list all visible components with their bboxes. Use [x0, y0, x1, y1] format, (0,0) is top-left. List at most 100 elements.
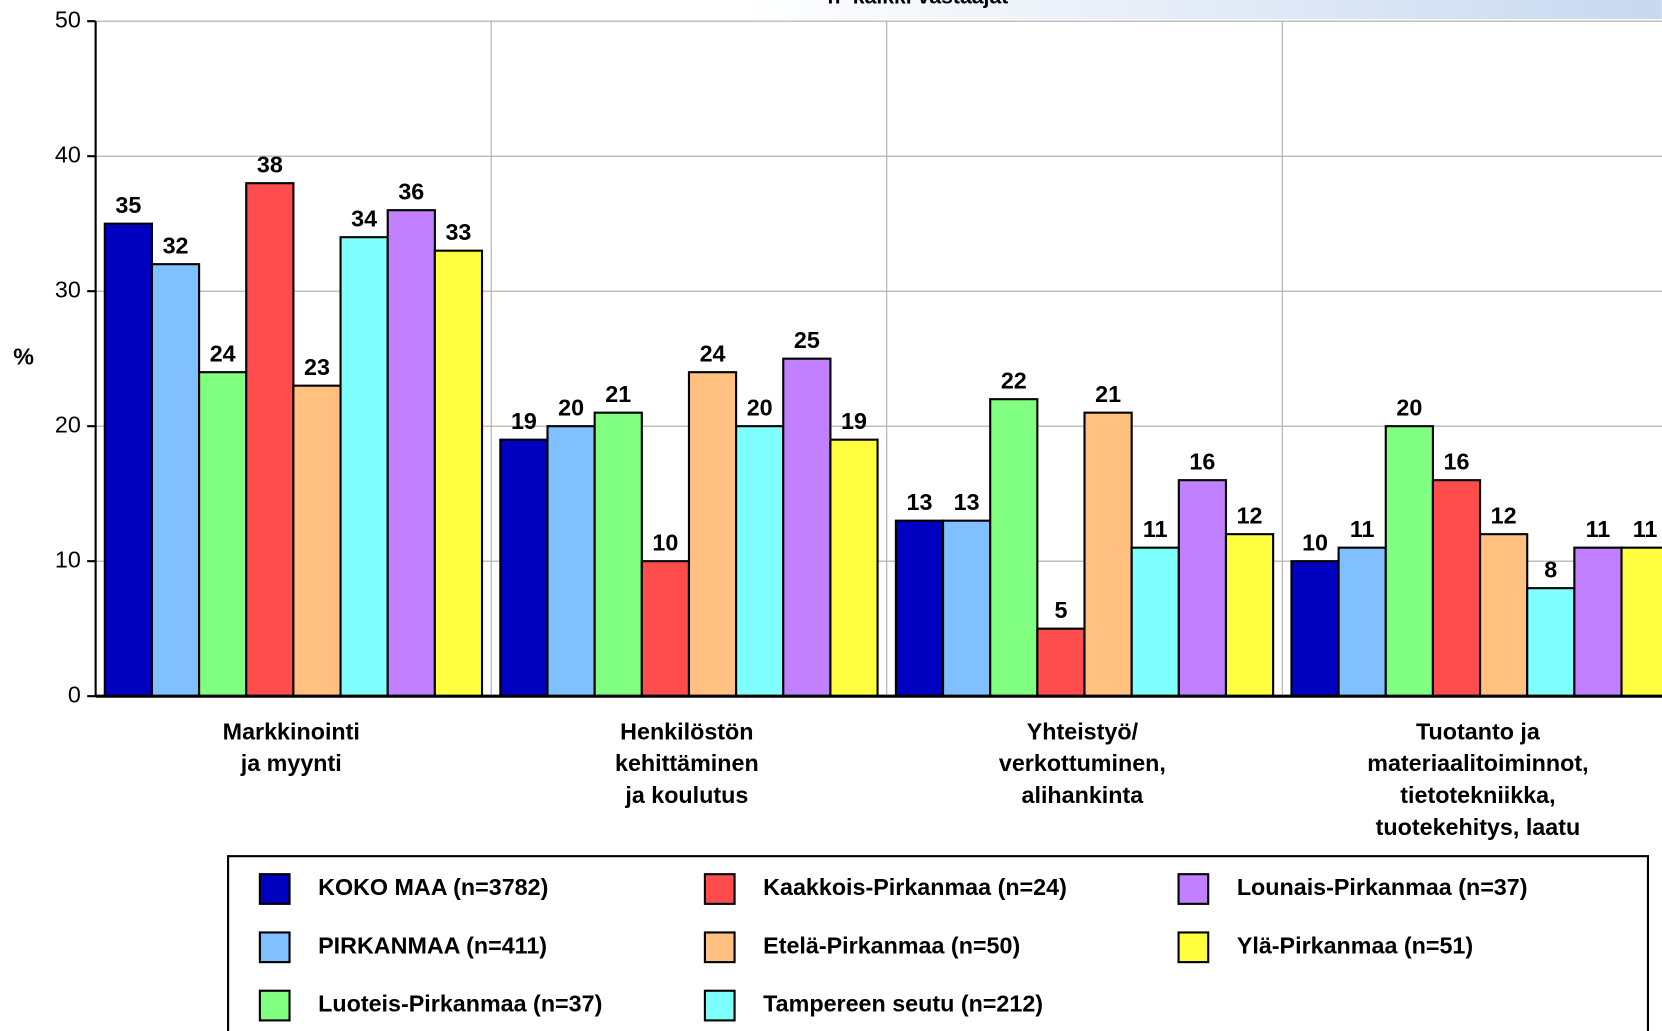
x-tick-label: kehittäminen	[615, 750, 759, 776]
y-tick-label: 40	[55, 141, 81, 167]
y-axis-label: %	[13, 343, 34, 369]
bar	[1177, 479, 1228, 698]
x-tick-label: verkottuminen,	[999, 750, 1166, 776]
y-tick-label: 50	[55, 6, 81, 32]
bar	[1431, 479, 1482, 698]
y-tick-label: 20	[55, 411, 81, 437]
data-label: 20	[1396, 394, 1422, 420]
x-tick-label: tietotekniikka,	[1400, 782, 1555, 808]
legend-swatch	[703, 989, 736, 1022]
data-label: 24	[210, 340, 236, 366]
data-label: 23	[304, 354, 330, 380]
data-label: 34	[351, 205, 377, 231]
backdrop	[741, 0, 1662, 20]
x-tick-label: materiaalitoiminnot,	[1367, 750, 1588, 776]
x-tick-label: ja koulutus	[624, 782, 748, 808]
bar	[1083, 411, 1133, 698]
chart-subtitle: n=kaikki vastaajat	[827, 0, 1008, 8]
data-label: 35	[115, 192, 141, 218]
bar	[687, 371, 738, 698]
bar	[782, 357, 832, 698]
legend-swatch	[1177, 873, 1210, 905]
x-tick-label: alihankinta	[1022, 782, 1145, 808]
bar	[386, 209, 436, 698]
data-label: 19	[841, 408, 867, 434]
bar	[150, 263, 201, 698]
data-label: 11	[1350, 516, 1375, 542]
bar	[1290, 560, 1340, 698]
bar	[339, 236, 389, 698]
data-label: 10	[1302, 529, 1328, 555]
legend-box	[227, 855, 1650, 1031]
data-label: 16	[1189, 448, 1215, 474]
bar	[941, 519, 992, 698]
legend-swatch	[258, 931, 291, 964]
bar	[499, 438, 549, 698]
data-label: 20	[558, 394, 584, 420]
data-label: 8	[1544, 556, 1557, 582]
legend-label: Kaakkois-Pirkanmaa (n=24)	[763, 874, 1067, 900]
data-label: 36	[398, 178, 424, 204]
bar	[894, 519, 945, 698]
legend-label: Tampereen seutu (n=212)	[763, 991, 1043, 1017]
data-label: 11	[1143, 516, 1168, 542]
bar	[989, 398, 1039, 698]
bar	[593, 411, 643, 698]
y-tick-label: 10	[55, 546, 81, 572]
data-label: 25	[794, 327, 820, 353]
bar	[829, 438, 879, 698]
data-label: 12	[1237, 502, 1263, 528]
bar	[640, 560, 691, 698]
x-tick-label: Yhteistyö/	[1027, 718, 1139, 744]
bar	[1224, 533, 1275, 698]
bar	[1526, 587, 1576, 698]
bar	[1620, 546, 1662, 698]
legend-swatch	[258, 989, 291, 1022]
bar	[546, 425, 596, 698]
legend-swatch	[1177, 931, 1210, 964]
data-label: 13	[907, 489, 933, 515]
bar	[1130, 546, 1180, 698]
data-label: 19	[511, 408, 537, 434]
x-tick-label: Tuotanto ja	[1416, 718, 1541, 744]
x-tick-label: tuotekehitys, laatu	[1376, 814, 1581, 840]
data-label: 38	[257, 151, 283, 177]
data-label: 20	[747, 394, 773, 420]
data-label: 21	[605, 381, 631, 407]
data-label: 24	[700, 340, 726, 366]
legend-label: Etelä-Pirkanmaa (n=50)	[763, 932, 1020, 958]
bar	[1384, 425, 1434, 698]
x-tick-label: Markkinointi	[223, 718, 360, 744]
x-tick-label: Henkilöstön	[620, 718, 753, 744]
data-label: 21	[1095, 381, 1121, 407]
legend-swatch	[703, 931, 736, 964]
data-label: 11	[1633, 516, 1658, 542]
data-label: 12	[1491, 502, 1517, 528]
data-label: 5	[1054, 597, 1067, 623]
bar	[1337, 546, 1387, 698]
data-label: 22	[1001, 367, 1027, 393]
legend-label: Lounais-Pirkanmaa (n=37)	[1237, 874, 1528, 900]
bar	[433, 249, 484, 698]
y-tick-label: 0	[68, 681, 81, 707]
legend-swatch	[258, 873, 291, 905]
bar	[1036, 627, 1086, 698]
legend-label: KOKO MAA (n=3782)	[318, 874, 548, 900]
bar	[1479, 533, 1529, 698]
bar	[292, 384, 342, 698]
legend-label: Ylä-Pirkanmaa (n=51)	[1237, 932, 1473, 958]
bar	[103, 222, 154, 698]
legend-label: PIRKANMAA (n=411)	[318, 932, 547, 958]
bar	[1573, 546, 1623, 698]
y-tick-label: 30	[55, 276, 81, 302]
legend-label: Luoteis-Pirkanmaa (n=37)	[318, 991, 602, 1017]
bar	[198, 371, 248, 698]
data-label: 32	[163, 232, 189, 258]
data-label: 13	[954, 489, 980, 515]
legend-swatch	[703, 873, 736, 905]
data-label: 16	[1444, 448, 1470, 474]
bar	[735, 425, 785, 698]
bar	[245, 182, 295, 698]
x-tick-label: ja myynti	[240, 750, 342, 776]
